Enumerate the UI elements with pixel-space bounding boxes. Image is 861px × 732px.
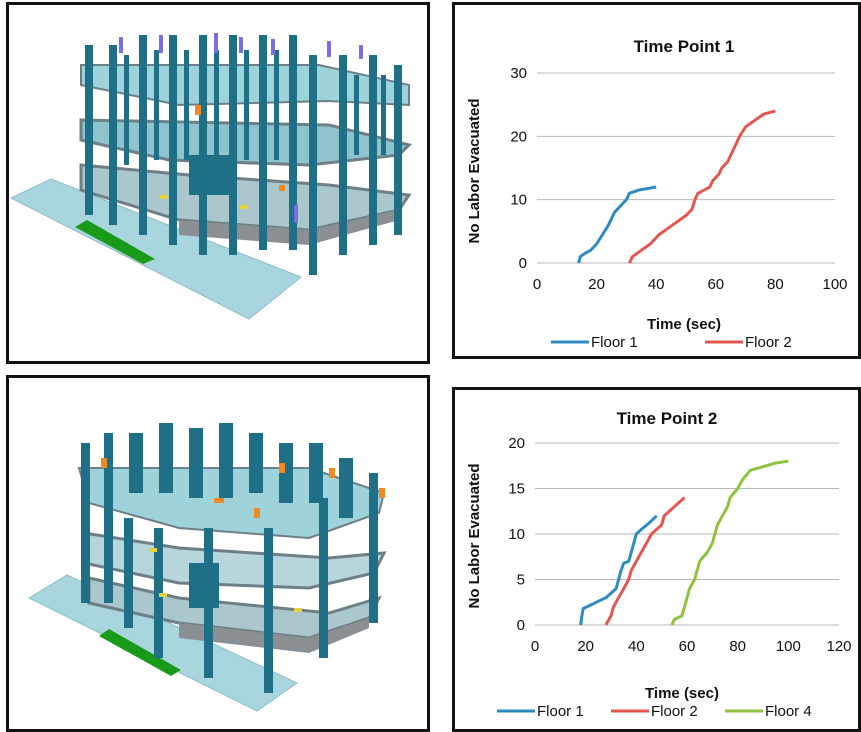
y-tick-label: 15 (508, 481, 525, 498)
building-model-panel-2 (6, 375, 430, 732)
series-line-floor-2 (604, 496, 686, 626)
x-tick-label: 80 (729, 638, 746, 655)
building-model-panel-1 (6, 2, 430, 364)
chart-panel-time-point-2: Time Point 2 0 5 10 15 20 0 20 40 60 80 100 120 Tim… (452, 387, 861, 732)
chart-time-point-2: Time Point 2 0 5 10 15 20 0 20 40 60 80 100 120 Tim… (466, 409, 852, 720)
legend-label: Floor 1 (591, 334, 638, 351)
columns (85, 35, 402, 275)
y-tick-label: 30 (510, 65, 527, 82)
x-tick-label: 20 (588, 276, 605, 293)
chart-title: Time Point 1 (634, 37, 735, 56)
y-tick-label: 20 (508, 435, 525, 452)
x-tick-label: 60 (707, 276, 724, 293)
equipment (159, 195, 247, 209)
series-line-floor-1 (577, 185, 657, 264)
chart-panel-time-point-1: Time Point 1 0 10 20 30 0 20 40 60 80 100 Time (s… (452, 2, 861, 359)
x-tick-label: 0 (531, 638, 539, 655)
ground-platform (9, 178, 302, 320)
y-axis-label: No Labor Evacuated (466, 98, 483, 243)
x-tick-label: 40 (628, 638, 645, 655)
y-tick-label: 10 (508, 526, 525, 543)
y-axis-label: No Labor Evacuated (466, 463, 483, 608)
x-tick-label: 60 (679, 638, 696, 655)
legend-label: Floor 2 (651, 703, 698, 720)
legend-label: Floor 2 (745, 334, 792, 351)
y-tick-label: 20 (510, 128, 527, 145)
workers (119, 33, 363, 223)
x-tick-label: 40 (648, 276, 665, 293)
x-tick-label: 20 (577, 638, 594, 655)
legend-label: Floor 4 (765, 703, 812, 720)
y-tick-label: 0 (519, 255, 527, 272)
x-tick-label: 80 (767, 276, 784, 293)
x-axis-label: Time (sec) (645, 685, 719, 702)
series-line-floor-1 (579, 514, 658, 626)
equipment (195, 105, 285, 191)
x-tick-label: 100 (822, 276, 847, 293)
series-line-floor-2 (628, 109, 776, 264)
x-tick-label: 100 (776, 638, 801, 655)
columns (81, 423, 378, 693)
building-model-2 (27, 423, 387, 712)
x-tick-label: 120 (826, 638, 851, 655)
equipment (149, 548, 302, 612)
x-tick-label: 0 (533, 276, 541, 293)
x-axis-label: Time (sec) (647, 316, 721, 333)
y-tick-label: 0 (517, 617, 525, 634)
chart-time-point-1: Time Point 1 0 10 20 30 0 20 40 60 80 100 Time (s… (466, 37, 848, 351)
y-tick-label: 10 (510, 192, 527, 209)
chart-title: Time Point 2 (617, 409, 718, 428)
ground-marker (99, 629, 181, 676)
ground-marker (75, 220, 155, 264)
equipment (101, 458, 385, 518)
building-model-1 (9, 33, 412, 320)
legend-label: Floor 1 (537, 703, 584, 720)
series-line-floor-4 (670, 459, 789, 626)
y-tick-label: 5 (517, 572, 525, 589)
